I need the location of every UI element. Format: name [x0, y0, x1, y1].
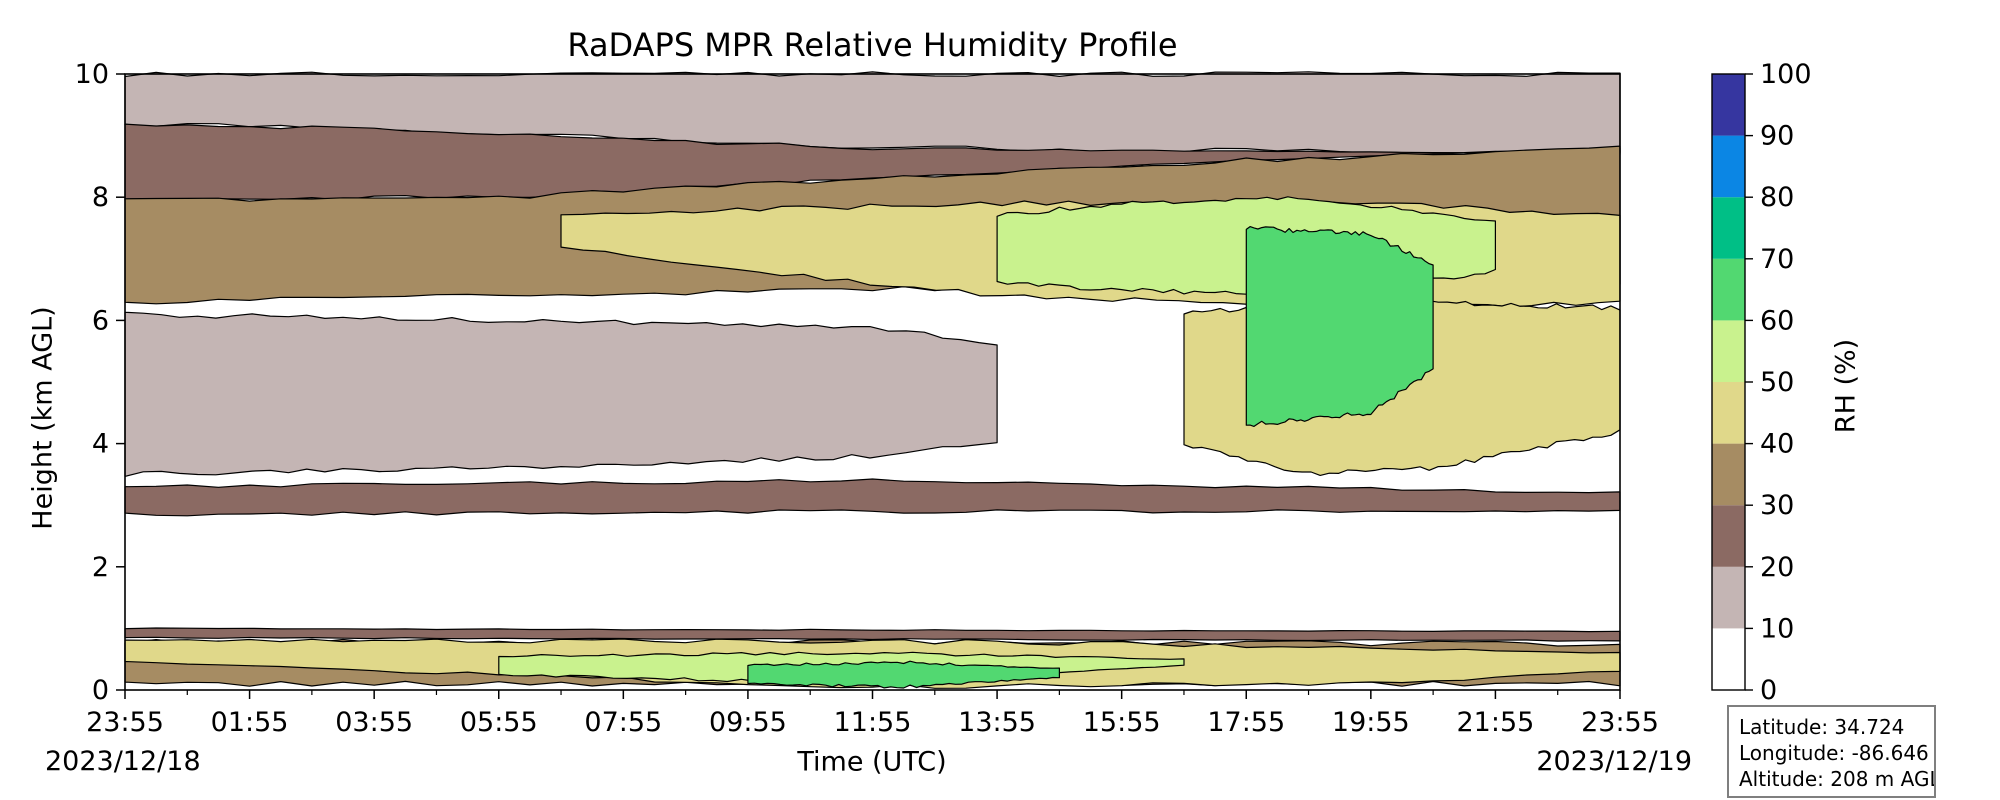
colorbar-tick-label: 0: [1760, 675, 1777, 706]
x-tick-label: 23:55: [1581, 707, 1659, 738]
contour-band-10-20: [124, 311, 998, 477]
x-tick-label: 03:55: [335, 707, 413, 738]
x-tick-label: 21:55: [1457, 707, 1535, 738]
x-tick-label: 13:55: [958, 707, 1036, 738]
x-tick-label: 11:55: [834, 707, 912, 738]
colorbar-tick-label: 90: [1760, 121, 1794, 152]
x-tick-label: 09:55: [709, 707, 787, 738]
colorbar-segment: [1712, 628, 1745, 690]
colorbar-tick-label: 80: [1760, 182, 1794, 213]
x-axis-label: Time (UTC): [797, 746, 947, 778]
x-tick-label: 17:55: [1207, 707, 1285, 738]
colorbar-tick-label: 100: [1760, 59, 1812, 90]
y-tick-label: 2: [92, 552, 109, 583]
x-tick-label: 19:55: [1332, 707, 1410, 738]
colorbar-segment: [1712, 320, 1745, 382]
colorbar-segment: [1712, 74, 1745, 136]
colorbar-segment: [1712, 135, 1745, 198]
y-tick-label: 0: [92, 675, 109, 706]
y-tick-label: 10: [75, 59, 109, 90]
end-date: 2023/12/19: [1536, 746, 1692, 777]
colorbar-tick-label: 10: [1760, 613, 1794, 644]
site-info-box: Latitude: 34.724 Longitude: -86.646 Alti…: [1727, 705, 1936, 798]
colorbar-tick-label: 60: [1760, 305, 1794, 336]
colorbar-segment: [1712, 443, 1745, 506]
contour-band-60-70: [1245, 226, 1434, 427]
altitude-text: Altitude: 208 m AGL: [1739, 767, 1936, 791]
colorbar-segment: [1712, 258, 1745, 321]
colorbar-tick-label: 30: [1760, 490, 1794, 521]
y-tick-label: 6: [92, 305, 109, 336]
x-tick-label: 01:55: [211, 707, 289, 738]
chart-title: RaDAPS MPR Relative Humidity Profile: [567, 26, 1178, 64]
start-date: 2023/12/18: [45, 746, 201, 777]
x-tick-label: 15:55: [1083, 707, 1161, 738]
colorbar-tick-label: 50: [1760, 367, 1794, 398]
x-tick-label: 23:55: [86, 707, 164, 738]
colorbar-segment: [1712, 566, 1745, 629]
latitude-text: Latitude: 34.724: [1739, 715, 1905, 739]
x-tick-label: 07:55: [584, 707, 662, 738]
colorbar-tick-label: 20: [1760, 552, 1794, 583]
x-tick-label: 05:55: [460, 707, 538, 738]
longitude-text: Longitude: -86.646: [1739, 741, 1929, 765]
y-tick-label: 4: [92, 429, 109, 460]
colorbar-tick-label: 70: [1760, 244, 1794, 275]
y-tick-label: 8: [92, 182, 109, 213]
colorbar-segment: [1712, 382, 1745, 444]
colorbar-tick-label: 40: [1760, 429, 1794, 460]
contour-band-60-70: [747, 660, 1060, 689]
colorbar-segment: [1712, 197, 1745, 259]
colorbar-segment: [1712, 505, 1745, 567]
